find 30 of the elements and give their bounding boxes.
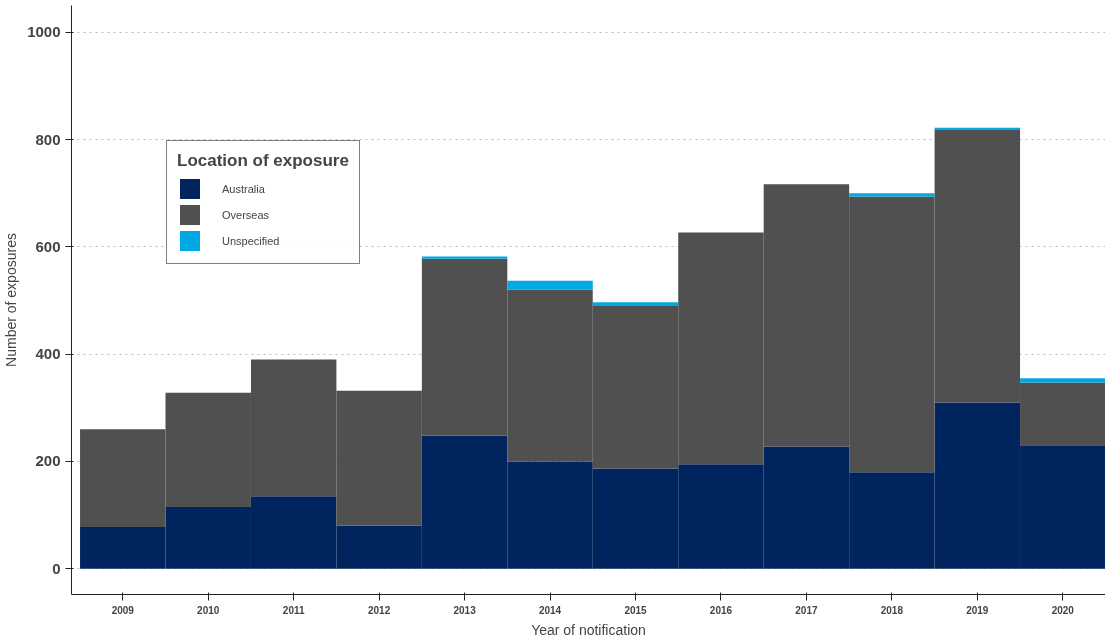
legend-label: Overseas <box>222 208 270 221</box>
bar <box>592 302 679 306</box>
x-tick-label: 2012 <box>368 604 391 616</box>
y-tick-label: 0 <box>52 559 61 577</box>
legend-label: Australia <box>222 182 265 195</box>
x-tick-label: 2010 <box>197 604 220 616</box>
y-tick-label: 600 <box>35 237 61 255</box>
x-tick-label: 2013 <box>453 604 477 616</box>
legend-label: Unspecified <box>222 234 280 247</box>
bar <box>849 193 935 197</box>
y-tick-label: 400 <box>35 345 61 363</box>
bar <box>1020 378 1105 383</box>
bar <box>507 280 593 290</box>
bar <box>934 127 1021 130</box>
x-tick-label: 2016 <box>709 604 733 616</box>
y-tick-label: 200 <box>35 452 61 470</box>
legend-title: Location of exposure <box>177 151 349 171</box>
x-tick-label: 2017 <box>795 604 818 616</box>
x-tick-label: 2015 <box>624 604 648 616</box>
x-tick-label: 2020 <box>1051 604 1075 616</box>
y-axis-title: Number of exposures <box>3 233 20 367</box>
x-tick-label: 2009 <box>111 604 135 616</box>
y-tick-label: 1000 <box>27 23 61 41</box>
bar <box>421 256 508 259</box>
y-tick-label: 800 <box>35 130 61 148</box>
x-tick-label: 2014 <box>538 604 562 616</box>
x-tick-label: 2011 <box>282 604 305 616</box>
x-tick-label: 2019 <box>966 604 989 616</box>
x-axis-title: Year of notification <box>531 621 646 638</box>
x-tick-label: 2018 <box>880 604 904 616</box>
